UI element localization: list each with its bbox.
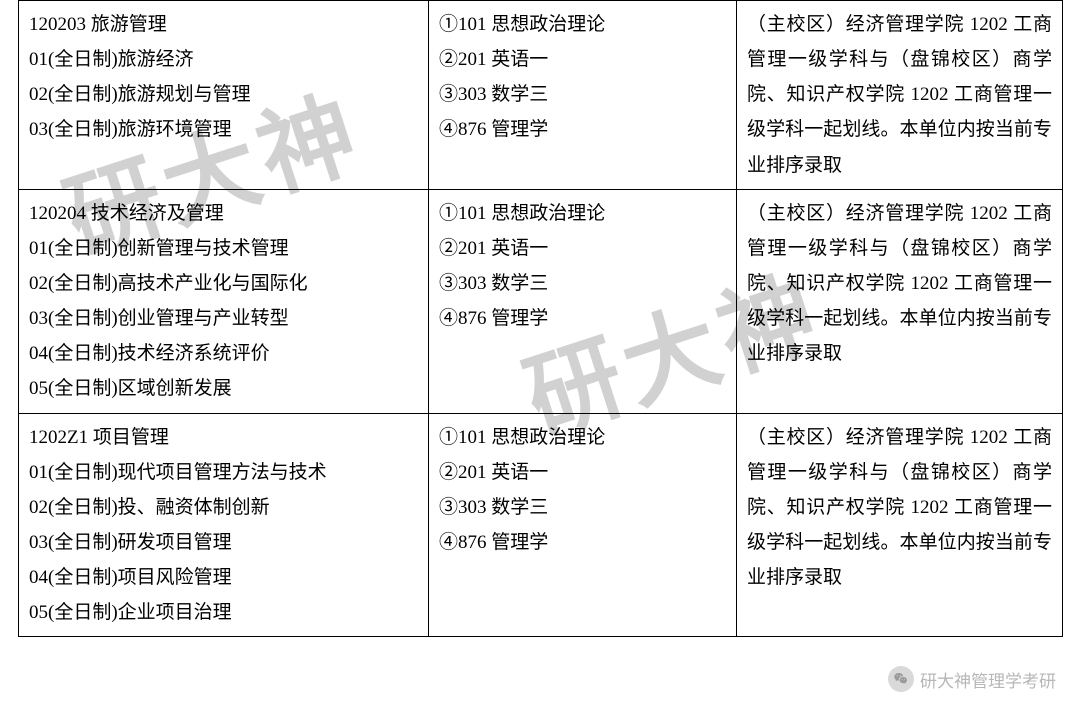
table-row: 120203 旅游管理 01(全日制)旅游经济 02(全日制)旅游规划与管理 0… xyxy=(19,1,1063,190)
wechat-label: 研大神管理学考研 xyxy=(920,667,1056,692)
exam-line: ②201 英语一 xyxy=(439,231,726,266)
page-container: 研大神 研大神 120203 旅游管理 01(全日制)旅游经济 02(全日制)旅… xyxy=(0,0,1080,710)
program-cell: 120203 旅游管理 01(全日制)旅游经济 02(全日制)旅游规划与管理 0… xyxy=(19,1,429,190)
exam-line: ①101 思想政治理论 xyxy=(439,420,726,455)
program-line: 02(全日制)投、融资体制创新 xyxy=(29,490,418,525)
exam-cell: ①101 思想政治理论 ②201 英语一 ③303 数学三 ④876 管理学 xyxy=(429,189,737,413)
program-line: 02(全日制)高技术产业化与国际化 xyxy=(29,266,418,301)
program-line: 1202Z1 项目管理 xyxy=(29,420,418,455)
program-line: 03(全日制)创业管理与产业转型 xyxy=(29,301,418,336)
program-line: 03(全日制)研发项目管理 xyxy=(29,525,418,560)
program-cell: 120204 技术经济及管理 01(全日制)创新管理与技术管理 02(全日制)高… xyxy=(19,189,429,413)
exam-line: ③303 数学三 xyxy=(439,77,726,112)
program-cell: 1202Z1 项目管理 01(全日制)现代项目管理方法与技术 02(全日制)投、… xyxy=(19,413,429,637)
exam-line: ④876 管理学 xyxy=(439,301,726,336)
exam-line: ①101 思想政治理论 xyxy=(439,7,726,42)
note-cell: （主校区）经济管理学院 1202 工商管理一级学科与（盘锦校区）商学院、知识产权… xyxy=(737,1,1063,190)
program-line: 120203 旅游管理 xyxy=(29,7,418,42)
exam-line: ④876 管理学 xyxy=(439,525,726,560)
note-cell: （主校区）经济管理学院 1202 工商管理一级学科与（盘锦校区）商学院、知识产权… xyxy=(737,413,1063,637)
table-row: 1202Z1 项目管理 01(全日制)现代项目管理方法与技术 02(全日制)投、… xyxy=(19,413,1063,637)
wechat-icon xyxy=(888,666,914,692)
program-line: 05(全日制)企业项目治理 xyxy=(29,595,418,630)
exam-cell: ①101 思想政治理论 ②201 英语一 ③303 数学三 ④876 管理学 xyxy=(429,413,737,637)
exam-line: ③303 数学三 xyxy=(439,490,726,525)
exam-line: ③303 数学三 xyxy=(439,266,726,301)
exam-line: ②201 英语一 xyxy=(439,42,726,77)
exam-line: ④876 管理学 xyxy=(439,112,726,147)
program-line: 01(全日制)创新管理与技术管理 xyxy=(29,231,418,266)
programs-table: 120203 旅游管理 01(全日制)旅游经济 02(全日制)旅游规划与管理 0… xyxy=(18,0,1063,637)
program-line: 120204 技术经济及管理 xyxy=(29,196,418,231)
program-line: 05(全日制)区域创新发展 xyxy=(29,371,418,406)
note-cell: （主校区）经济管理学院 1202 工商管理一级学科与（盘锦校区）商学院、知识产权… xyxy=(737,189,1063,413)
exam-line: ②201 英语一 xyxy=(439,455,726,490)
table-row: 120204 技术经济及管理 01(全日制)创新管理与技术管理 02(全日制)高… xyxy=(19,189,1063,413)
exam-line: ①101 思想政治理论 xyxy=(439,196,726,231)
program-line: 02(全日制)旅游规划与管理 xyxy=(29,77,418,112)
wechat-badge: 研大神管理学考研 xyxy=(888,666,1056,692)
program-line: 04(全日制)技术经济系统评价 xyxy=(29,336,418,371)
program-line: 03(全日制)旅游环境管理 xyxy=(29,112,418,147)
program-line: 01(全日制)现代项目管理方法与技术 xyxy=(29,455,418,490)
program-line: 04(全日制)项目风险管理 xyxy=(29,560,418,595)
program-line: 01(全日制)旅游经济 xyxy=(29,42,418,77)
exam-cell: ①101 思想政治理论 ②201 英语一 ③303 数学三 ④876 管理学 xyxy=(429,1,737,190)
